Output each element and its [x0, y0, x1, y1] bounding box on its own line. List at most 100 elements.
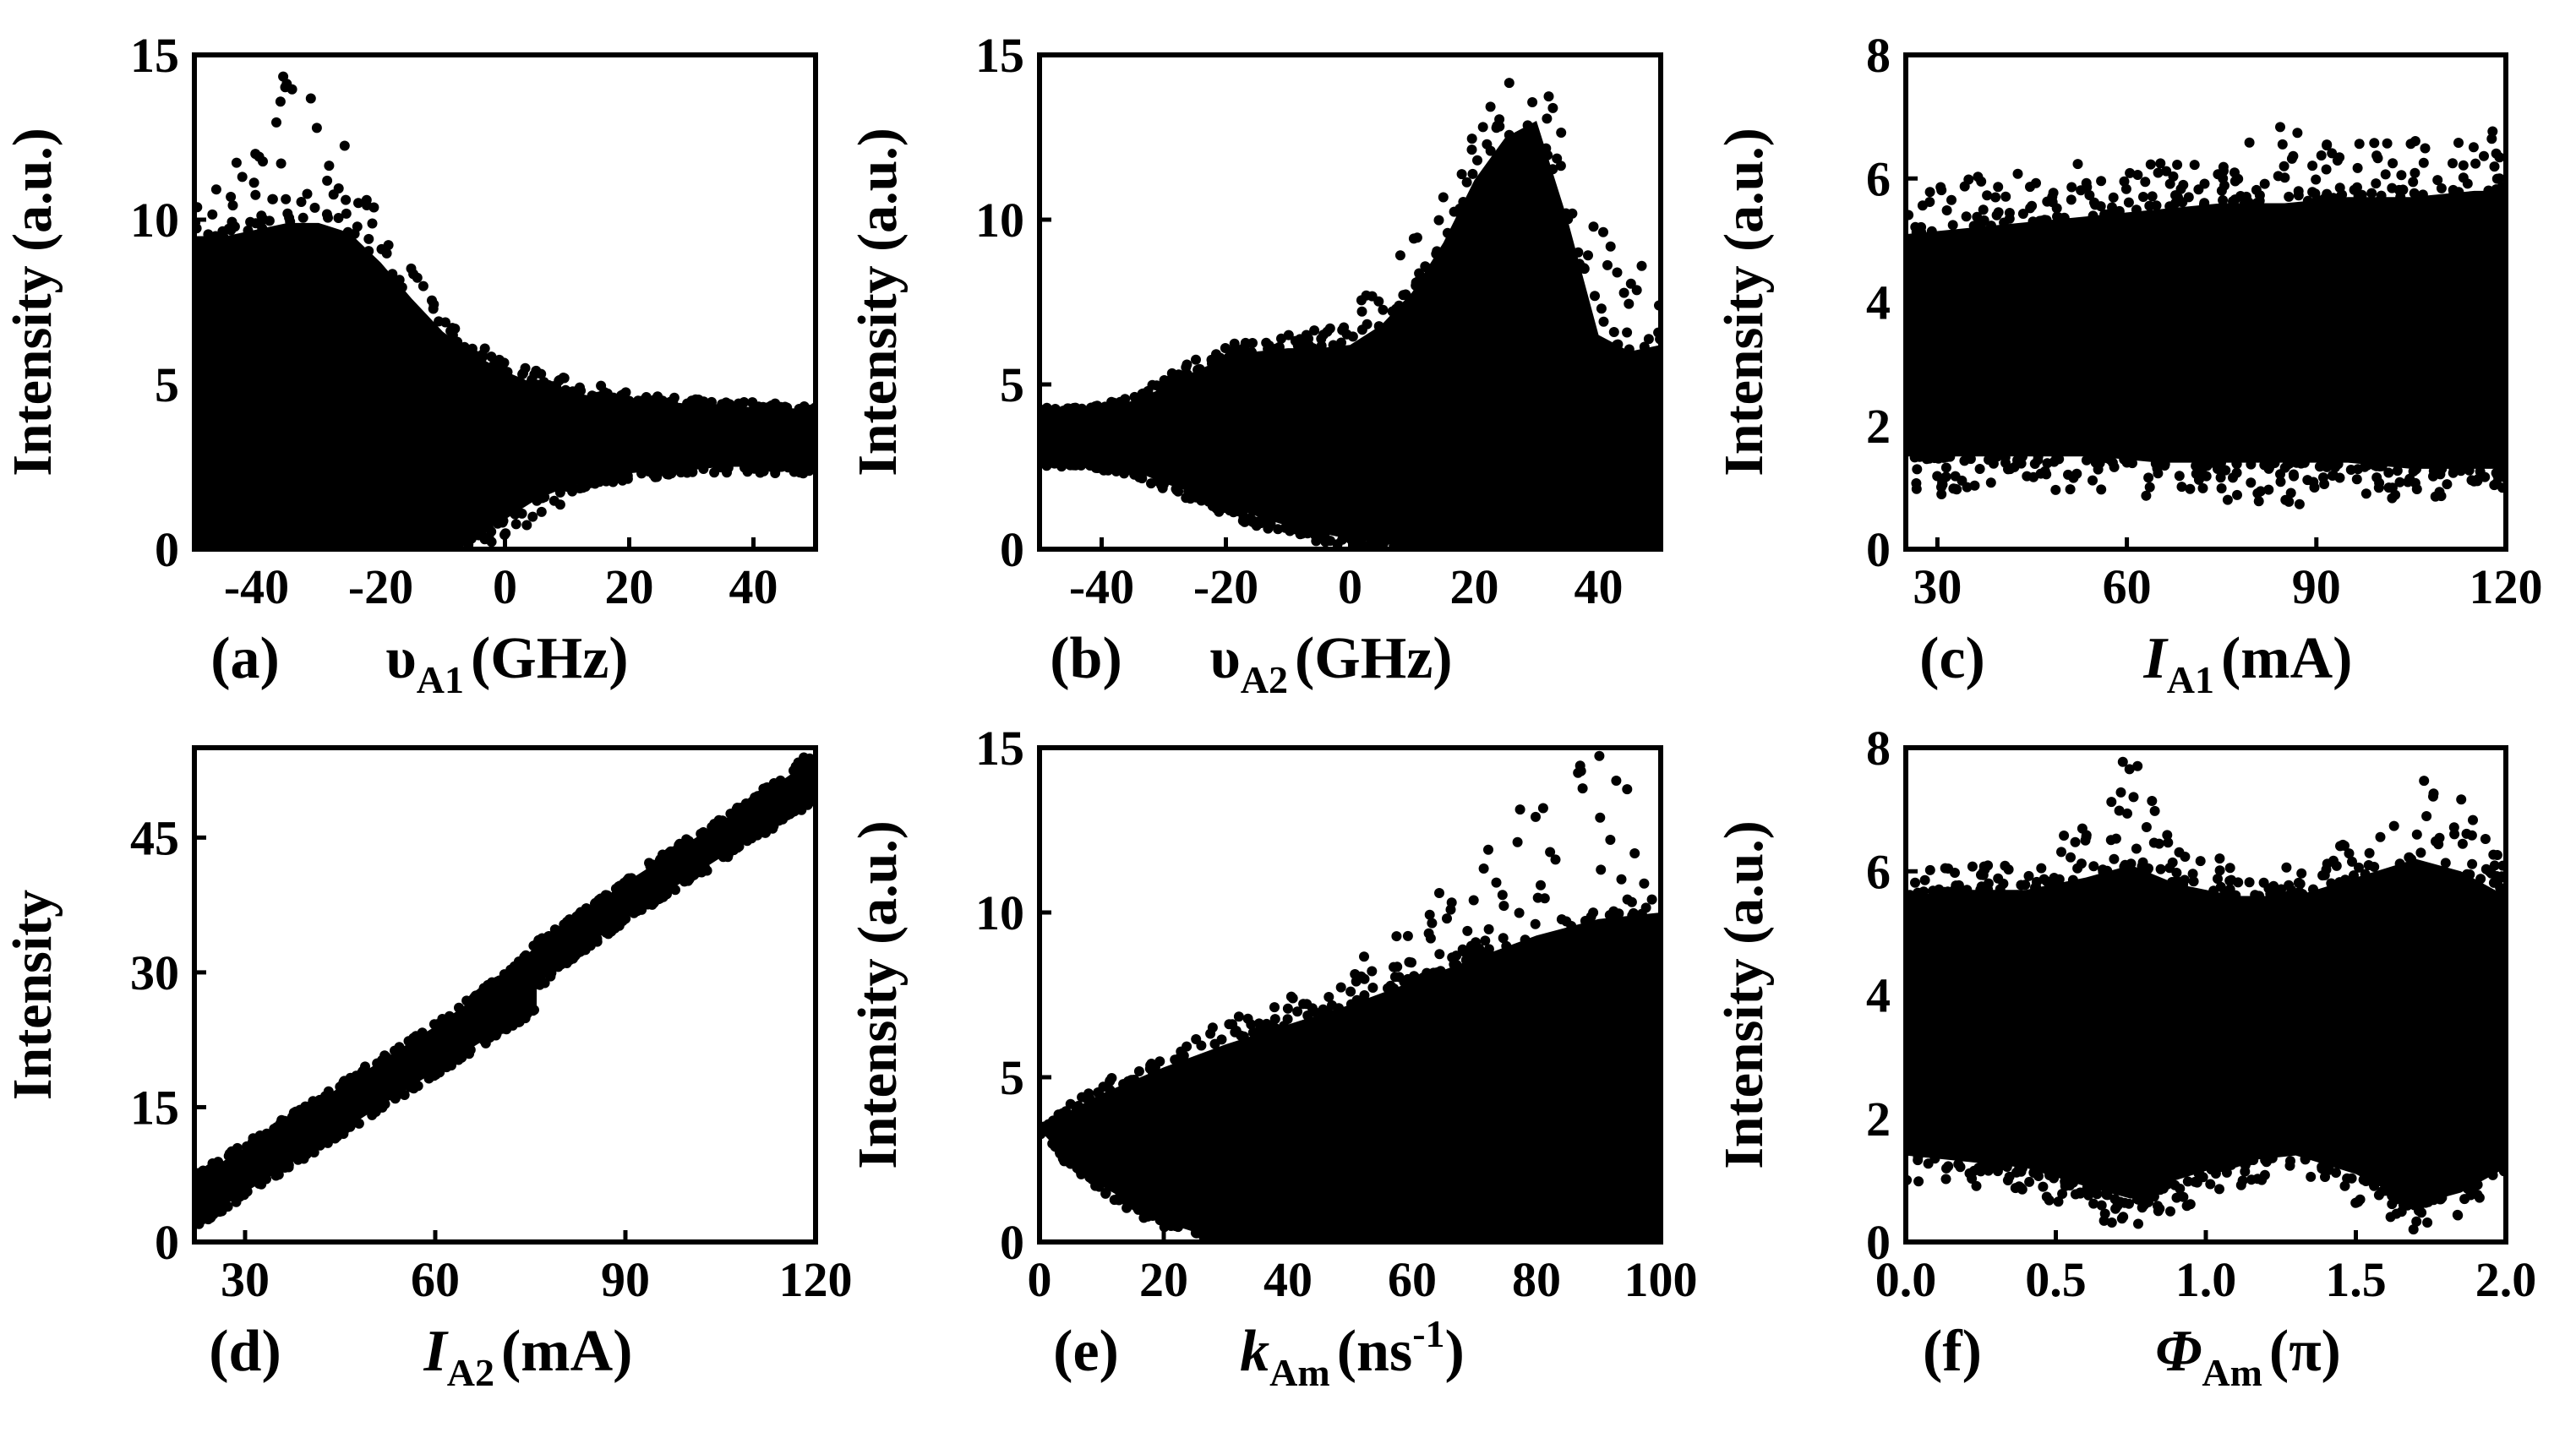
scatter-point: [2106, 1217, 2117, 1228]
scatter-point: [2448, 188, 2459, 199]
scatter-point: [2347, 856, 2357, 867]
y-tick-label: 0: [1866, 522, 1891, 577]
scatter-point: [1100, 1188, 1111, 1199]
scatter-point: [2468, 814, 2478, 825]
scatter-point: [2050, 484, 2061, 495]
scatter-cloud: [194, 71, 816, 549]
scatter-point: [2248, 1155, 2259, 1165]
scatter-point: [1191, 1034, 1202, 1044]
x-tick-label: 60: [2103, 559, 2152, 614]
y-tick-label: 4: [1866, 275, 1891, 330]
scatter-point: [2123, 197, 2134, 208]
x-axis-label: υA1 (GHz): [385, 626, 628, 701]
scatter-point: [2406, 854, 2417, 864]
scatter-point: [2182, 1176, 2193, 1187]
scatter-point: [2491, 467, 2502, 478]
scatter-point: [1522, 120, 1533, 131]
scatter-point: [698, 464, 709, 474]
scatter-point: [231, 157, 242, 168]
scatter-point: [1967, 861, 1978, 872]
scatter-point: [509, 508, 520, 519]
scatter-point: [1359, 951, 1369, 962]
scatter-point: [1156, 480, 1167, 491]
scatter-point: [2402, 1200, 2413, 1211]
scatter-point: [271, 117, 281, 128]
scatter-point: [2088, 475, 2098, 486]
scatter-point: [2117, 756, 2128, 767]
scatter-point: [2081, 831, 2092, 842]
scatter-point: [217, 226, 228, 237]
x-tick-label: 0: [493, 559, 517, 614]
scatter-point: [1627, 910, 1638, 921]
scatter-point: [1596, 864, 1607, 875]
scatter-point: [642, 899, 653, 910]
scatter-point: [527, 1005, 538, 1016]
scatter-point: [2016, 458, 2027, 469]
scatter-point: [1485, 101, 1496, 112]
scatter-point: [2025, 182, 2035, 193]
scatter-point: [336, 1080, 347, 1091]
scatter-point: [1480, 935, 1491, 946]
scatter-point: [305, 93, 316, 104]
x-axis-unit-end: ): [1445, 1319, 1465, 1384]
scatter-point: [708, 820, 719, 831]
scatter-point: [636, 468, 647, 479]
scatter-point: [767, 821, 778, 832]
scatter-point: [796, 801, 806, 812]
scatter-point: [2363, 860, 2374, 870]
y-tick-label: 10: [130, 193, 179, 248]
scatter-point: [2220, 465, 2231, 476]
scatter-point: [519, 951, 530, 962]
scatter-point: [761, 786, 772, 797]
scatter-point: [589, 391, 600, 402]
scatter-point: [258, 156, 268, 167]
scatter-point: [2342, 1173, 2353, 1184]
scatter-point: [2120, 183, 2131, 194]
scatter-point: [1936, 489, 1947, 499]
scatter-point: [1530, 918, 1541, 929]
scatter-point: [1982, 190, 1993, 201]
scatter-point: [521, 520, 532, 531]
scatter-point: [2138, 865, 2149, 876]
scatter-point: [2335, 841, 2345, 852]
scatter-point: [1910, 877, 1920, 888]
scatter-point: [2034, 215, 2045, 226]
scatter-point: [2066, 182, 2077, 193]
scatter-point: [479, 343, 490, 354]
scatter-point: [590, 478, 600, 489]
panel-label: (c): [1919, 626, 1985, 691]
scatter-point: [2279, 172, 2290, 183]
y-tick-label: 6: [1866, 844, 1891, 899]
scatter-point: [2084, 190, 2095, 200]
scatter-point: [1327, 1000, 1337, 1010]
scatter-point: [1607, 912, 1618, 923]
x-tick-label: 120: [779, 1252, 853, 1307]
scatter-point: [1978, 867, 1989, 877]
scatter-point: [2474, 1192, 2485, 1203]
scatter-point: [2138, 192, 2148, 202]
scatter-point: [444, 1010, 455, 1021]
scatter-point: [2385, 1212, 2396, 1223]
scatter-point: [2147, 796, 2158, 806]
scatter-point: [2098, 1215, 2109, 1226]
scatter-point: [2461, 828, 2472, 839]
scatter-point: [1640, 902, 1651, 913]
y-tick-label: 15: [975, 721, 1024, 776]
scatter-point: [256, 210, 267, 221]
scatter-point: [2153, 468, 2164, 479]
scatter-point: [308, 1147, 319, 1157]
scatter-point: [339, 140, 350, 151]
x-axis-subscript: A2: [447, 1351, 494, 1394]
scatter-point: [2470, 158, 2481, 169]
x-tick-label: 40: [729, 559, 778, 614]
scatter-point: [316, 1138, 327, 1149]
scatter-point: [2145, 159, 2156, 170]
scatter-point: [1373, 321, 1384, 332]
scatter-point: [1110, 463, 1121, 474]
y-tick-label: 15: [975, 28, 1024, 83]
panel-label: (a): [210, 626, 280, 691]
scatter-point: [1391, 931, 1402, 942]
scatter-point: [403, 1036, 414, 1047]
scatter-point: [2002, 1175, 2013, 1185]
scatter-point: [1598, 316, 1609, 327]
